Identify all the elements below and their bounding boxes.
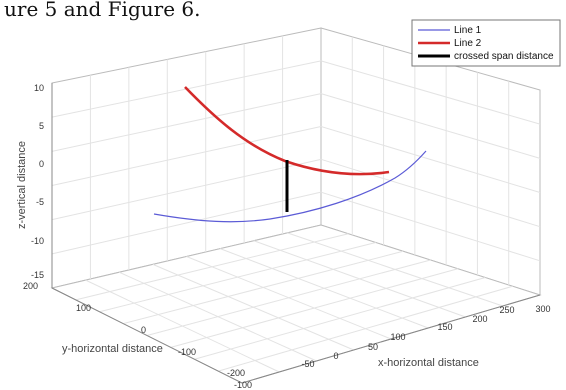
grid-line xyxy=(146,259,431,336)
grid-line xyxy=(320,126,541,193)
y-tick-labels: 200 100 0 -100 -200 xyxy=(23,281,245,378)
grid-line xyxy=(51,93,322,152)
y-axis-label: y-horizontal distance xyxy=(62,343,163,355)
grid-line xyxy=(320,93,541,159)
x-tick-label: 300 xyxy=(535,304,550,314)
grid-line xyxy=(123,250,404,325)
grid-lines xyxy=(51,35,541,373)
grid-line xyxy=(320,191,541,262)
grid-line xyxy=(99,242,376,313)
y-tick-label: 100 xyxy=(76,303,91,313)
axes-box xyxy=(50,27,542,384)
x-tick-label: -100 xyxy=(234,380,252,390)
line-1-curve xyxy=(153,150,427,223)
x-tick-label: 200 xyxy=(472,314,487,324)
z-tick-labels: 10 5 0 -5 -10 -15 xyxy=(31,83,44,280)
series-group xyxy=(153,86,427,223)
x-tick-label: -50 xyxy=(301,359,314,369)
grid-line xyxy=(51,158,322,221)
legend-label: crossed span distance xyxy=(454,51,554,62)
x-axis-label: x-horizontal distance xyxy=(378,357,479,369)
y-tick-label: -200 xyxy=(227,368,245,378)
z-tick-label: -5 xyxy=(36,197,44,207)
z-tick-label: 10 xyxy=(34,83,44,93)
grid-line xyxy=(75,233,349,301)
grid-line xyxy=(194,277,486,360)
x-tick-label: 100 xyxy=(390,332,405,342)
legend: Line 1 Line 2 crossed span distance xyxy=(411,19,561,67)
x-tick-label: 150 xyxy=(437,322,452,332)
legend-label: Line 1 xyxy=(454,25,482,36)
grid-line xyxy=(51,191,322,255)
x-tick-label: 0 xyxy=(333,351,338,361)
z-tick-label: 0 xyxy=(39,159,44,169)
grid-line xyxy=(51,126,322,186)
grid-line xyxy=(170,268,459,348)
x-tick-label: 250 xyxy=(499,305,514,315)
grid-line xyxy=(218,285,513,372)
line-2-curve xyxy=(184,86,390,176)
z-axis-label: z-vertical distance xyxy=(16,141,28,229)
grid-line xyxy=(320,60,541,125)
x-tick-label: 50 xyxy=(368,342,378,352)
caption-fragment: ure 5 and Figure 6. xyxy=(4,0,200,21)
grid-line xyxy=(320,158,541,228)
x-tick-labels: -100 -50 0 50 100 150 200 250 300 xyxy=(234,304,551,390)
y-tick-label: 0 xyxy=(141,325,146,335)
z-tick-label: -10 xyxy=(31,236,44,246)
y-tick-label: 200 xyxy=(23,281,38,291)
box-edges xyxy=(51,83,541,384)
z-tick-label: -15 xyxy=(31,270,44,280)
z-tick-label: 5 xyxy=(39,121,44,131)
legend-label: Line 2 xyxy=(454,38,482,49)
y-tick-label: -100 xyxy=(178,347,196,357)
